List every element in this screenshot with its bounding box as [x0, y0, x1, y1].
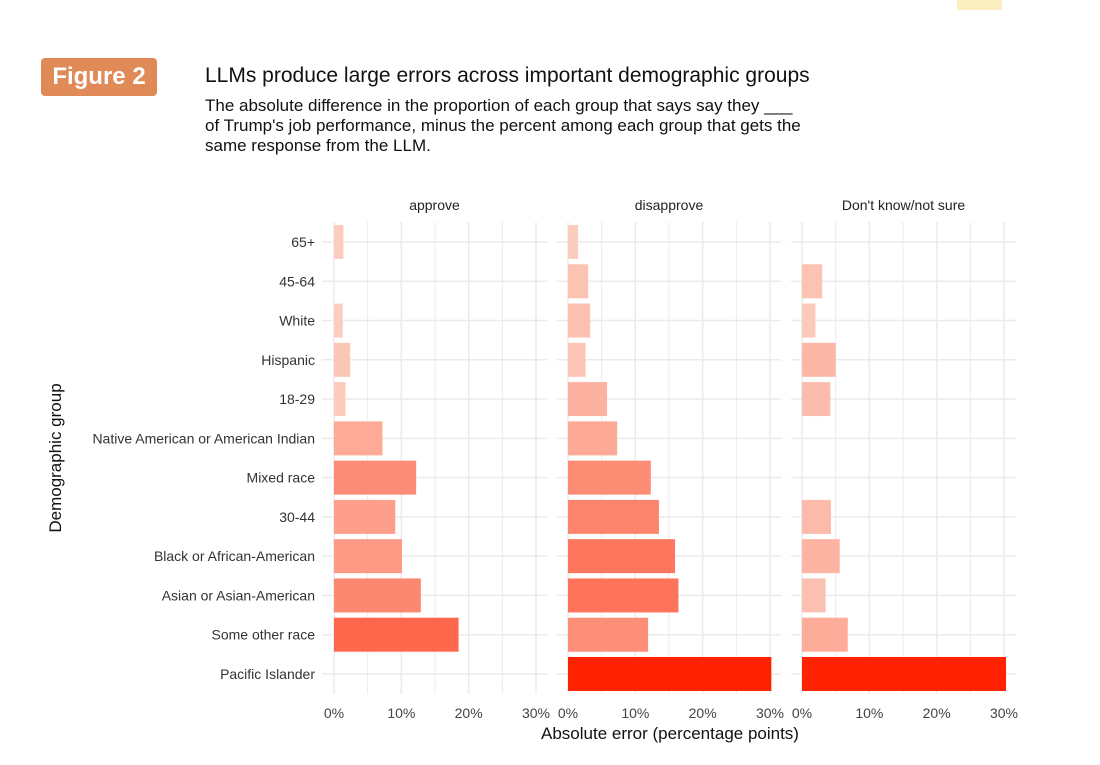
category-label: 45-64 — [279, 273, 315, 289]
x-tick-label: 30% — [756, 705, 784, 721]
yellow-note-marker — [957, 0, 1002, 10]
bar-disapprove — [568, 656, 772, 691]
bar-don-t-know-not-sure — [802, 656, 1007, 691]
x-tick-label: 0% — [558, 705, 578, 721]
bar-disapprove — [568, 421, 618, 456]
bar-disapprove — [568, 499, 659, 534]
bar-disapprove — [568, 578, 679, 613]
category-label: 18-29 — [279, 391, 315, 407]
bar-approve — [334, 342, 351, 377]
figure-tag: Figure 2 — [41, 58, 157, 96]
category-label: Some other race — [212, 627, 316, 643]
x-tick-label: 20% — [923, 705, 951, 721]
bar-don-t-know-not-sure — [802, 382, 831, 417]
facet-label: Don't know/not sure — [842, 197, 966, 213]
category-label: Mixed race — [247, 470, 316, 486]
x-tick-label: 20% — [689, 705, 717, 721]
bar-approve — [334, 225, 344, 259]
bar-disapprove — [568, 539, 676, 574]
bar-disapprove — [568, 382, 608, 417]
x-tick-label: 30% — [990, 705, 1018, 721]
bar-approve — [334, 382, 346, 417]
facet-label: approve — [409, 197, 460, 213]
category-label: 65+ — [291, 234, 315, 250]
bar-approve — [334, 499, 396, 534]
bar-disapprove — [568, 342, 586, 377]
x-tick-label: 10% — [621, 705, 649, 721]
bar-don-t-know-not-sure — [802, 617, 848, 652]
chart-title: LLMs produce large errors across importa… — [205, 64, 810, 87]
bar-approve — [334, 578, 421, 613]
x-tick-label: 20% — [455, 705, 483, 721]
y-axis-label: Demographic group — [46, 383, 65, 532]
bar-approve — [334, 303, 343, 338]
bar-disapprove — [568, 303, 591, 338]
category-label: Black or African-American — [154, 548, 315, 564]
category-label: White — [279, 313, 315, 329]
category-label: Hispanic — [261, 352, 315, 368]
x-axis-label: Absolute error (percentage points) — [541, 724, 799, 743]
bar-don-t-know-not-sure — [802, 499, 831, 534]
bar-don-t-know-not-sure — [802, 342, 836, 377]
bar-don-t-know-not-sure — [802, 264, 823, 299]
bar-disapprove — [568, 225, 579, 259]
x-tick-label: 10% — [855, 705, 883, 721]
bar-disapprove — [568, 460, 651, 495]
bar-approve — [334, 539, 403, 574]
bar-disapprove — [568, 264, 589, 299]
bar-approve — [334, 460, 417, 495]
x-tick-label: 30% — [522, 705, 550, 721]
category-label: Native American or American Indian — [92, 430, 315, 446]
x-tick-label: 0% — [324, 705, 344, 721]
x-tick-label: 0% — [792, 705, 812, 721]
bar-don-t-know-not-sure — [802, 303, 816, 338]
bar-disapprove — [568, 617, 649, 652]
bar-approve — [334, 421, 383, 456]
bar-don-t-know-not-sure — [802, 578, 826, 613]
bar-don-t-know-not-sure — [802, 539, 840, 574]
category-label: 30-44 — [279, 509, 315, 525]
chart-subtitle: The absolute difference in the proportio… — [205, 96, 801, 155]
category-label: Pacific Islander — [220, 666, 315, 682]
facet-label: disapprove — [635, 197, 704, 213]
bar-approve — [334, 617, 459, 652]
category-label: Asian or Asian-American — [162, 587, 315, 603]
x-tick-label: 10% — [387, 705, 415, 721]
